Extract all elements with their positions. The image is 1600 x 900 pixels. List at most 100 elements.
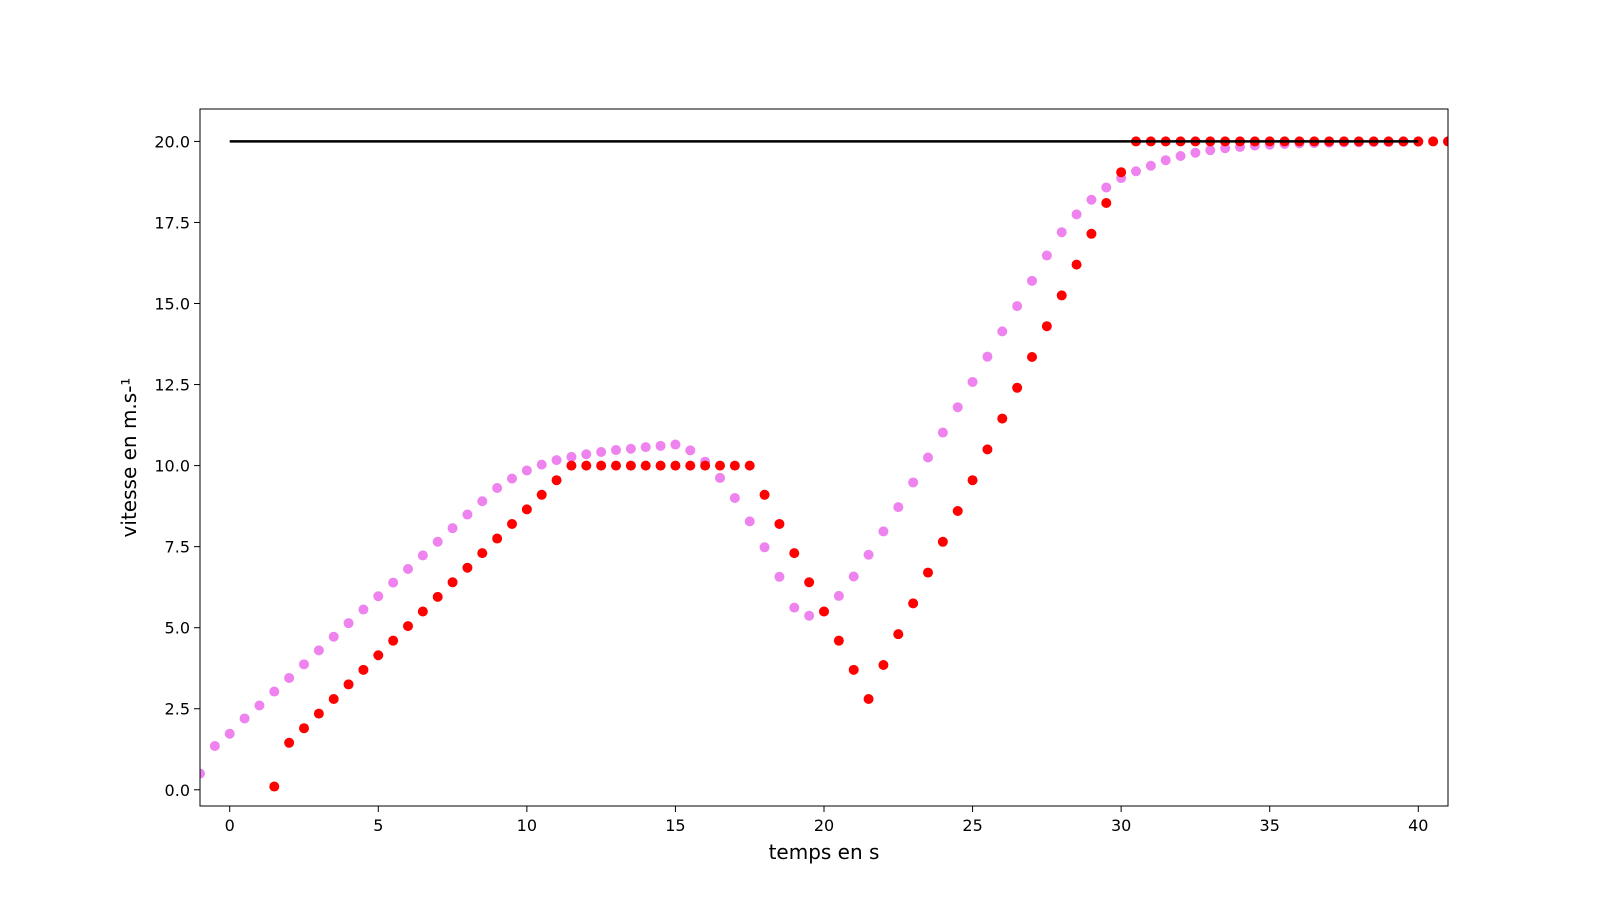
data-point [447, 577, 458, 588]
data-point [611, 460, 621, 471]
data-point [700, 460, 711, 471]
data-point [967, 475, 978, 486]
data-point [581, 449, 592, 460]
data-point [625, 460, 636, 471]
data-point [625, 443, 636, 454]
data-point [744, 460, 755, 471]
data-point [1027, 352, 1037, 363]
data-point [269, 686, 280, 697]
series-1 [269, 136, 1448, 792]
data-point [1190, 147, 1201, 158]
data-point [670, 460, 681, 471]
data-point [566, 451, 577, 462]
data-point [358, 604, 369, 615]
data-point [1086, 228, 1097, 239]
data-point [1145, 160, 1156, 171]
y-tick-label: 5.0 [165, 619, 190, 638]
data-point [373, 650, 384, 661]
data-point [432, 536, 443, 547]
data-point [804, 577, 815, 588]
data-point [477, 548, 488, 559]
data-point [328, 631, 339, 642]
data-point [1041, 321, 1052, 332]
data-point [759, 542, 770, 553]
data-point [1428, 136, 1439, 147]
x-tick-label: 0 [225, 816, 235, 835]
data-point [269, 781, 280, 792]
data-point [1027, 275, 1037, 286]
data-point [581, 460, 592, 471]
y-tick-label: 17.5 [154, 213, 190, 232]
data-point [685, 460, 696, 471]
data-point [343, 618, 354, 629]
chart-marks [200, 136, 1448, 792]
data-point [863, 694, 874, 705]
data-point [848, 571, 859, 582]
data-point [209, 741, 220, 752]
data-point [655, 440, 666, 451]
data-point [655, 460, 666, 471]
data-point [551, 455, 562, 466]
data-point [640, 460, 651, 471]
data-point [952, 505, 963, 516]
data-point [388, 577, 399, 588]
data-point [328, 694, 339, 705]
y-axis: 0.0 2.5 5.0 7.5 10.0 12.5 15.0 17.5 20.0 [154, 132, 200, 800]
data-point [536, 489, 547, 500]
y-tick-label: 12.5 [154, 376, 190, 395]
data-point [447, 523, 458, 534]
data-point [1205, 145, 1216, 156]
data-point [878, 526, 889, 537]
data-point [358, 664, 369, 675]
data-point [819, 606, 829, 617]
series-0 [200, 136, 1424, 779]
data-point [893, 502, 904, 513]
x-axis: 0 5 10 15 20 25 30 35 40 [225, 806, 1428, 835]
data-point [313, 708, 324, 719]
data-point [596, 446, 607, 457]
y-tick-label: 0.0 [165, 781, 190, 800]
data-point [1160, 155, 1171, 166]
data-point [284, 672, 295, 683]
data-point [729, 460, 740, 471]
data-point [492, 482, 503, 493]
y-axis-label: vitesse en m.s-¹ [117, 378, 141, 538]
data-point [432, 591, 443, 602]
data-point [923, 567, 933, 578]
data-point [1101, 198, 1112, 209]
x-tick-label: 20 [814, 816, 834, 835]
data-point [1012, 301, 1023, 312]
data-point [462, 509, 473, 520]
data-point [1131, 166, 1141, 177]
x-tick-label: 30 [1111, 816, 1131, 835]
y-tick-label: 10.0 [154, 457, 190, 476]
data-point [1116, 167, 1127, 178]
data-point [1175, 151, 1186, 162]
data-point [982, 351, 993, 362]
data-point [640, 442, 651, 453]
data-point [923, 452, 933, 463]
y-tick-label: 15.0 [154, 295, 190, 314]
data-point [893, 629, 904, 640]
data-point [744, 516, 755, 527]
data-point [1071, 259, 1082, 270]
data-point [200, 768, 205, 779]
data-point [521, 465, 532, 476]
data-point [1101, 182, 1112, 193]
data-point [1443, 136, 1448, 147]
data-point [908, 477, 919, 488]
data-point [299, 723, 309, 734]
data-point [833, 635, 844, 646]
data-point [774, 571, 785, 582]
data-point [239, 713, 250, 724]
data-point [878, 659, 889, 670]
data-point [507, 473, 517, 484]
data-point [997, 413, 1008, 424]
data-point [982, 444, 993, 455]
y-tick-label: 2.5 [165, 700, 190, 719]
data-point [774, 518, 785, 529]
data-point [1071, 209, 1082, 220]
x-tick-label: 10 [517, 816, 537, 835]
y-tick-label: 20.0 [154, 132, 190, 151]
x-tick-label: 5 [373, 816, 383, 835]
